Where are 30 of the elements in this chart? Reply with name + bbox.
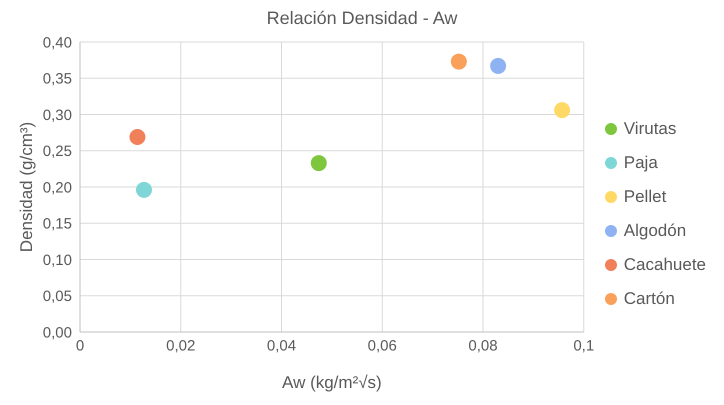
legend-label: Paja xyxy=(624,153,658,173)
x-tick-label: 0,06 xyxy=(368,338,397,355)
legend-label: Pellet xyxy=(624,187,666,207)
y-tick-label: 0,15 xyxy=(42,216,72,233)
legend-label: Cacahuete xyxy=(624,255,706,275)
y-tick-label: 0,10 xyxy=(42,252,72,269)
y-tick-label: 0,25 xyxy=(42,143,72,160)
y-tick-label: 0,30 xyxy=(42,106,72,124)
point xyxy=(136,182,152,198)
x-tick-label: 0,1 xyxy=(573,338,594,355)
y-tick-label: 0,05 xyxy=(42,288,72,306)
x-tick-label: 0,08 xyxy=(468,338,498,355)
x-tick-label: 0 xyxy=(76,338,84,355)
point xyxy=(554,102,570,118)
chart-title: Relación Densidad - Aw xyxy=(266,8,458,30)
point xyxy=(129,128,146,145)
legend-label: Algodón xyxy=(624,221,686,241)
point xyxy=(310,155,327,172)
legend-label: Virutas xyxy=(624,119,676,139)
y-tick-label: 0,20 xyxy=(42,179,72,196)
point xyxy=(490,58,506,74)
y-axis-title: Densidad (g/cm³) xyxy=(17,122,36,252)
legend-label: Cartón xyxy=(624,289,675,309)
y-tick-label: 0,40 xyxy=(42,34,72,52)
x-tick-label: 0,02 xyxy=(166,338,196,355)
point xyxy=(450,54,467,70)
x-tick-label: 0,04 xyxy=(266,338,296,355)
y-tick-label: 0,35 xyxy=(42,70,72,88)
y-tick-label: 0,00 xyxy=(42,324,72,342)
x-axis-title: Aw (kg/m²√s) xyxy=(282,373,382,392)
